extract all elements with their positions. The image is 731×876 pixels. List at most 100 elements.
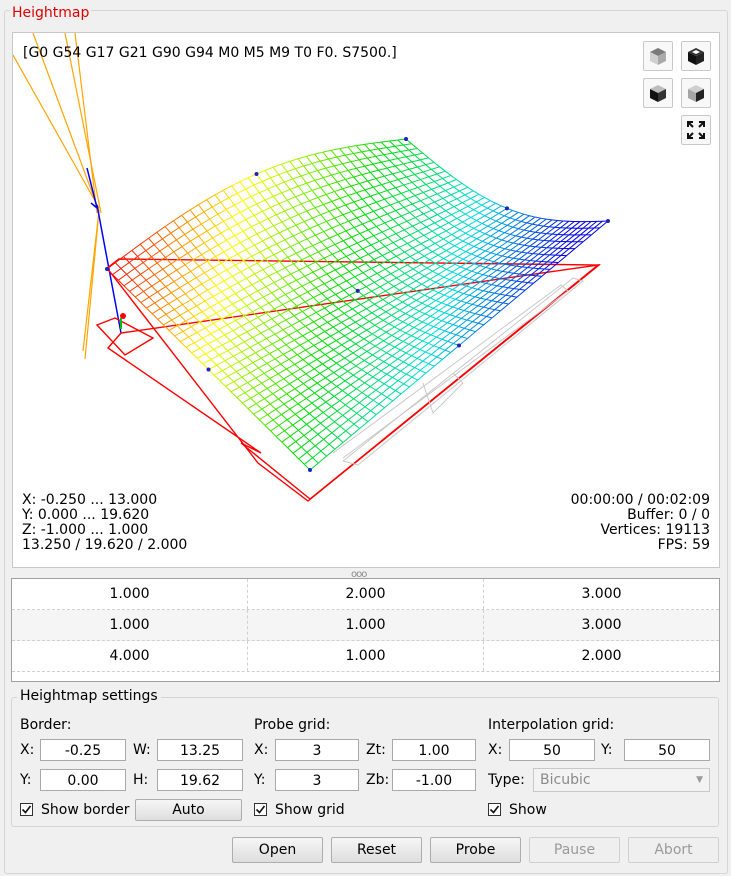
mesh-line (262, 236, 272, 242)
reset-button[interactable]: Reset (331, 837, 422, 863)
mesh-line (302, 311, 309, 318)
mesh-line (227, 319, 236, 326)
mesh-line (374, 319, 384, 326)
probe-point (606, 219, 610, 223)
table-row[interactable]: 1.000 2.000 3.000 (12, 579, 719, 610)
table-cell[interactable]: 3.000 (581, 586, 622, 602)
mesh-line (251, 256, 258, 264)
mesh-line (324, 326, 334, 333)
mesh-line (234, 235, 241, 243)
table-cell[interactable]: 1.000 (12, 610, 248, 640)
mesh-line (467, 201, 477, 207)
table-cell[interactable]: 1.000 (248, 641, 484, 671)
mesh-line (367, 372, 374, 378)
mesh-line (382, 277, 389, 283)
mesh-line (454, 281, 461, 285)
mesh-line (298, 429, 305, 436)
probe-button[interactable]: Probe (430, 837, 521, 863)
table-cell[interactable]: 1.000 (12, 579, 248, 609)
interp-y-field[interactable]: 50 (624, 739, 710, 761)
mesh-line (431, 205, 441, 211)
probe-y-field[interactable]: 3 (275, 769, 359, 791)
mesh-line (278, 203, 286, 212)
interp-x-field[interactable]: 50 (509, 739, 595, 761)
mesh-line (412, 225, 419, 232)
mesh-line (182, 331, 189, 338)
show-interpolation-label[interactable]: Show (509, 802, 547, 818)
view-isometric-button[interactable] (681, 78, 711, 108)
mesh-line (139, 237, 149, 245)
probe-zt-field[interactable]: 1.00 (392, 739, 476, 761)
show-border-label[interactable]: Show border (41, 802, 130, 818)
view-left-button[interactable] (643, 78, 673, 108)
mesh-line (403, 181, 413, 186)
mesh-line (365, 263, 372, 269)
mesh-line (323, 200, 332, 205)
show-grid-checkbox[interactable] (254, 803, 267, 816)
mesh-line (560, 234, 570, 242)
show-interpolation-checkbox[interactable] (488, 803, 501, 816)
show-border-checkbox[interactable] (20, 803, 33, 816)
mesh-line (252, 306, 261, 313)
mesh-line (386, 147, 393, 154)
border-h-field[interactable]: 19.62 (157, 769, 243, 791)
mesh-line (414, 367, 421, 371)
mesh-line (191, 347, 201, 354)
mesh-line (284, 210, 291, 219)
mesh-line (187, 247, 197, 254)
visualizer-viewport[interactable]: [G0 G54 G17 G21 G90 G94 M0 M5 M9 T0 F0. … (12, 32, 720, 568)
mesh-line (367, 204, 374, 212)
view-top-button[interactable] (643, 41, 673, 71)
mesh-line (507, 241, 514, 244)
probe-zb-field[interactable]: -1.00 (392, 769, 476, 791)
show-grid-label[interactable]: Show grid (275, 802, 345, 818)
probe-x-field[interactable]: 3 (275, 739, 359, 761)
table-cell[interactable]: 4.000 (12, 641, 248, 671)
heightmap-table[interactable]: 1.000 2.000 3.000 1.000 1.000 3.000 4.00… (11, 578, 720, 682)
mesh-line (403, 355, 412, 363)
interp-type-select[interactable]: Bicubic ▼ (533, 768, 710, 792)
mesh-line (282, 273, 292, 279)
mesh-line (248, 294, 256, 302)
auto-button[interactable]: Auto (135, 799, 242, 821)
border-y-field[interactable]: 0.00 (40, 769, 126, 791)
mesh-line (126, 267, 136, 275)
open-button[interactable]: Open (232, 837, 323, 863)
mesh-line (417, 226, 427, 232)
mesh-line (551, 219, 558, 222)
mesh-line (295, 413, 302, 420)
mesh-line (424, 313, 431, 317)
mesh-line (202, 359, 212, 365)
mesh-line (319, 367, 329, 374)
abort-button[interactable]: Abort (628, 837, 719, 863)
mesh-line (521, 266, 528, 269)
table-cell[interactable]: 1.000 (248, 610, 484, 640)
mesh-line (329, 308, 339, 314)
table-cell[interactable]: 2.000 (581, 648, 622, 664)
pause-button[interactable]: Pause (529, 837, 620, 863)
mesh-line (372, 333, 379, 338)
table-row[interactable]: 4.000 1.000 2.000 (12, 641, 719, 672)
mesh-line (243, 288, 250, 296)
mesh-line (290, 242, 300, 248)
mesh-line (389, 386, 396, 391)
fit-view-button[interactable] (681, 115, 711, 145)
mesh-line (431, 226, 441, 232)
border-w-field[interactable]: 13.25 (157, 739, 243, 761)
mesh-line (269, 378, 276, 385)
mesh-line (332, 275, 342, 281)
view-front-button[interactable] (681, 41, 711, 71)
mesh-line (493, 261, 500, 264)
mesh-line (201, 278, 211, 285)
mesh-line (392, 173, 399, 180)
table-row[interactable]: 1.000 1.000 3.000 (12, 610, 719, 641)
mesh-line (237, 219, 247, 225)
mesh-line (367, 389, 377, 397)
border-x-field[interactable]: -0.25 (40, 739, 126, 761)
splitter-handle[interactable]: ooo (351, 569, 367, 580)
mesh-line (474, 257, 483, 265)
mesh-line (457, 256, 464, 260)
table-cell[interactable]: 3.000 (581, 617, 622, 633)
table-cell[interactable]: 2.000 (248, 579, 484, 609)
mesh-line (326, 221, 333, 229)
